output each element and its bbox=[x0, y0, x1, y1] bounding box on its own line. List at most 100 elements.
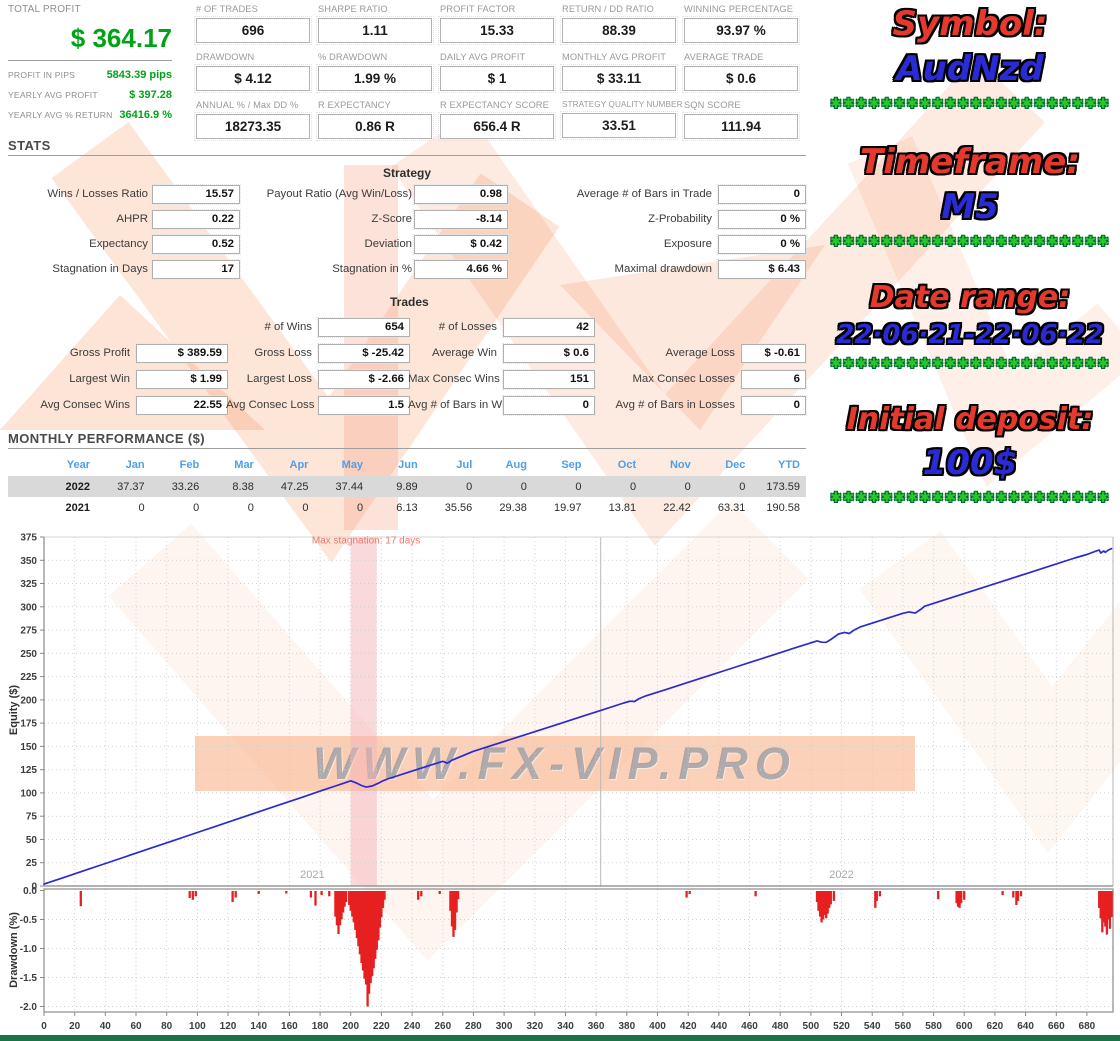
monthly-header-cell: Jun bbox=[398, 459, 418, 471]
svg-text:-1.0: -1.0 bbox=[20, 944, 38, 955]
date-range-value: 22·06·21-22·06·22 bbox=[836, 320, 1104, 350]
year-label: 2022 bbox=[829, 869, 853, 881]
svg-text:0: 0 bbox=[41, 1021, 47, 1032]
svg-text:100: 100 bbox=[189, 1021, 206, 1032]
svg-text:180: 180 bbox=[312, 1021, 329, 1032]
stat-label: Largest Loss bbox=[246, 373, 312, 385]
stat-label: Wins / Losses Ratio bbox=[47, 188, 148, 200]
timeframe-label: Timeframe: bbox=[860, 142, 1080, 182]
kpi-value-box: 111.94 bbox=[682, 112, 800, 141]
svg-text:350: 350 bbox=[20, 556, 37, 567]
monthly-value-cell: 0 bbox=[138, 501, 145, 514]
svg-text:120: 120 bbox=[220, 1021, 237, 1032]
kpi-label: R EXPECTANCY SCORE bbox=[440, 100, 549, 110]
divider bbox=[8, 60, 172, 61]
svg-text:40: 40 bbox=[100, 1021, 112, 1032]
stat-label: Stagnation in Days bbox=[52, 263, 148, 275]
monthly-header-cell: Nov bbox=[669, 459, 691, 471]
monthly-header-cell: Apr bbox=[289, 459, 309, 471]
monthly-value-cell: 0 bbox=[575, 480, 582, 493]
svg-text:620: 620 bbox=[987, 1021, 1004, 1032]
kpi-label: PROFIT FACTOR bbox=[440, 4, 516, 14]
stat-label: Average # of Bars in Trade bbox=[576, 188, 712, 200]
yearly-avg-return-label: YEARLY AVG % RETURN bbox=[8, 110, 113, 120]
svg-text:640: 640 bbox=[1017, 1021, 1034, 1032]
stat-value-box: 4.66 % bbox=[413, 259, 509, 280]
stat-label: Maximal drawdown bbox=[614, 263, 713, 275]
svg-text:380: 380 bbox=[618, 1021, 635, 1032]
stat-label: Average Win bbox=[431, 347, 497, 359]
kpi-label: MONTHLY AVG PROFIT bbox=[562, 52, 667, 62]
svg-text:260: 260 bbox=[434, 1021, 451, 1032]
monthly-value-cell: 0 bbox=[356, 501, 364, 514]
stat-label: Avg # of Bars in Losses bbox=[615, 399, 735, 411]
kpi-value-box: 1.99 % bbox=[316, 64, 434, 93]
kpi-cell: DAILY AVG PROFIT $ 1 bbox=[438, 52, 556, 93]
monthly-value-cell: 29.38 bbox=[499, 501, 527, 514]
svg-text:480: 480 bbox=[772, 1021, 789, 1032]
monthly-performance-table: Year Jan Feb Mar Apr May Jun Jul Aug Sep Oct Nov Dec… bbox=[8, 454, 806, 518]
monthly-value-cell: 33.26 bbox=[171, 480, 200, 493]
monthly-year-cell: 2021 bbox=[65, 501, 90, 514]
kpi-label: ANNUAL % / Max DD % bbox=[196, 100, 299, 110]
stat-label: Gross Loss bbox=[254, 347, 312, 359]
drawdown-axis-label: Drawdown (%) bbox=[8, 912, 20, 988]
kpi-cell: MONTHLY AVG PROFIT $ 33.11 bbox=[560, 52, 678, 93]
stat-label: Stagnation in % bbox=[332, 263, 412, 275]
monthly-value-cell: 47.25 bbox=[280, 480, 309, 493]
profit-in-pips-label: PROFIT IN PIPS bbox=[8, 70, 76, 80]
monthly-value-cell: 0 bbox=[684, 480, 691, 493]
svg-text:-0.5: -0.5 bbox=[20, 915, 38, 926]
monthly-header-row: Year Jan Feb Mar Apr May Jun Jul Aug Sep Oct Nov Dec… bbox=[8, 454, 806, 476]
stat-value-box: 0 % bbox=[717, 209, 807, 230]
kpi-value-box: $ 0.6 bbox=[682, 64, 800, 93]
date-range-label: Date range: bbox=[869, 280, 1071, 315]
svg-text:0.0: 0.0 bbox=[23, 886, 37, 897]
equity-and-drawdown-charts: 0255075100125150175200225250275300325350… bbox=[20, 533, 1114, 1032]
svg-text:460: 460 bbox=[741, 1021, 758, 1032]
kpi-cell: R EXPECTANCY SCORE 656.4 R bbox=[438, 100, 556, 141]
kpi-label: # OF TRADES bbox=[196, 4, 258, 14]
stat-label: Max Consec Wins bbox=[408, 373, 500, 385]
svg-text:25: 25 bbox=[26, 858, 38, 869]
stat-label: Z-Score bbox=[371, 213, 412, 225]
kpi-label: DAILY AVG PROFIT bbox=[440, 52, 526, 62]
stat-value-box: 0.52 bbox=[151, 234, 241, 255]
svg-text:220: 220 bbox=[373, 1021, 390, 1032]
svg-text:160: 160 bbox=[281, 1021, 298, 1032]
yearly-avg-return-value: 36416.9 % bbox=[119, 109, 172, 121]
kpi-value-box: 33.51 bbox=[560, 111, 678, 140]
svg-text:400: 400 bbox=[649, 1021, 666, 1032]
kpi-label: AVERAGE TRADE bbox=[684, 52, 764, 62]
symbol-info-sidebar: Symbol: AudNzd ✱✱✱✱✱✱✱✱✱✱✱✱✱✱✱✱✱✱✱✱✱✱ Ti… bbox=[820, 2, 1120, 534]
svg-text:680: 680 bbox=[1079, 1021, 1096, 1032]
monthly-value-cell: 6.13 bbox=[396, 501, 418, 514]
monthly-header-cell: Sep bbox=[561, 459, 582, 471]
stat-value-box: 15.57 bbox=[151, 184, 241, 205]
stat-value-box: 0 % bbox=[717, 234, 807, 255]
divider bbox=[8, 155, 806, 156]
stat-label: Max Consec Losses bbox=[632, 373, 735, 385]
kpi-label: WINNING PERCENTAGE bbox=[684, 4, 794, 14]
kpi-cell: SQN SCORE 111.94 bbox=[682, 100, 800, 141]
stat-value-box: 0 bbox=[717, 184, 807, 205]
kpi-value-box: 0.86 R bbox=[316, 112, 434, 141]
svg-text:320: 320 bbox=[526, 1021, 543, 1032]
svg-text:125: 125 bbox=[20, 765, 37, 776]
kpi-value-box: 18273.35 bbox=[194, 112, 312, 141]
kpi-cell: R EXPECTANCY 0.86 R bbox=[316, 100, 434, 141]
svg-text:340: 340 bbox=[557, 1021, 574, 1032]
stat-value-box: -8.14 bbox=[413, 209, 509, 230]
svg-text:420: 420 bbox=[680, 1021, 697, 1032]
svg-text:50: 50 bbox=[26, 835, 38, 846]
svg-text:580: 580 bbox=[925, 1021, 942, 1032]
stat-label: AHPR bbox=[116, 213, 148, 225]
svg-text:300: 300 bbox=[20, 602, 37, 613]
monthly-year-cell: 2022 bbox=[65, 480, 90, 493]
trades-subtitle: Trades bbox=[390, 295, 429, 309]
stat-value-box: $ -2.66 bbox=[317, 369, 411, 390]
kpi-value-box: 696 bbox=[194, 16, 312, 45]
stat-value-box: 151 bbox=[502, 369, 596, 390]
stat-value-box: 6 bbox=[740, 369, 807, 390]
